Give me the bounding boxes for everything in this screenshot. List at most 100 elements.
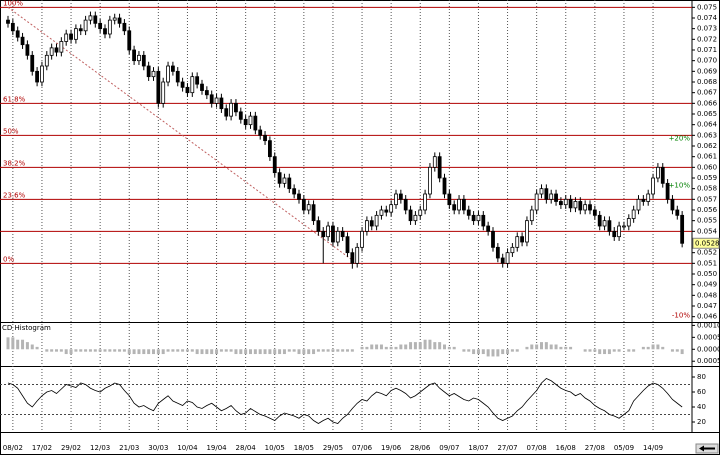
y-tick-label: 0.054	[697, 227, 718, 235]
last-price-box	[692, 237, 720, 249]
candle-body	[306, 204, 311, 211]
histogram-bar	[93, 349, 97, 352]
histogram-bar	[118, 349, 122, 352]
candle-body	[156, 70, 161, 104]
histogram-bar	[583, 349, 587, 352]
scroll-arrows[interactable]	[695, 443, 719, 454]
histogram-bar	[476, 349, 480, 355]
y-tick-label: 40	[697, 403, 706, 411]
candle-body	[432, 156, 437, 168]
y-tick-label: 0.068	[697, 78, 717, 86]
candle-body	[350, 252, 355, 264]
candle-body	[389, 204, 394, 213]
histogram-bar	[35, 346, 39, 350]
candle-body	[539, 188, 544, 195]
histogram-bar	[375, 344, 379, 350]
histogram-bar	[530, 344, 534, 350]
candle-body	[44, 54, 49, 67]
histogram-bar	[156, 349, 160, 355]
histogram-bar	[50, 349, 54, 352]
histogram-bar	[447, 346, 451, 350]
x-tick-label: 17/02	[32, 444, 52, 452]
y-tick-label: 0.071	[697, 46, 717, 54]
candle-body	[573, 201, 578, 209]
histogram-bar	[215, 349, 219, 355]
candle-body	[340, 230, 345, 238]
histogram-bar	[379, 344, 383, 350]
histogram-bar	[617, 349, 621, 352]
candle-body	[122, 22, 127, 32]
candle-body	[612, 230, 617, 238]
fib-level-label: 61.8%	[3, 95, 26, 103]
histogram-bar	[253, 349, 257, 355]
y-tick-label: 0.055	[697, 217, 717, 225]
y-tick-label: 0.056	[697, 206, 718, 214]
histogram-bar	[491, 349, 495, 357]
y-tick-label: 0.075	[697, 3, 717, 11]
histogram-bar	[312, 349, 316, 355]
histogram-bar	[30, 344, 34, 350]
histogram-bar	[161, 349, 165, 355]
candle-body	[335, 230, 340, 243]
y-tick-label: 0.052	[697, 249, 717, 257]
histogram-bar	[326, 349, 330, 352]
candle-body	[355, 246, 360, 264]
histogram-bar	[540, 342, 543, 350]
candle-body	[379, 209, 384, 216]
y-tick-label: 0.073	[697, 25, 717, 33]
candle-body	[78, 28, 83, 32]
candle-body	[326, 225, 331, 238]
candle-body	[374, 214, 379, 227]
y-tick-label: 0.051	[697, 259, 717, 267]
y-tick-label: 0.069	[697, 67, 717, 75]
candle-body	[607, 220, 612, 232]
y-tick-label: 0.072	[697, 35, 717, 43]
y-tick-label: 0.057	[697, 195, 717, 203]
y-tick-label: 0.063	[697, 131, 717, 139]
candle-body	[534, 193, 539, 211]
histogram-bar	[55, 349, 58, 352]
candle-body	[15, 30, 20, 38]
x-tick-label: 18/07	[468, 444, 488, 452]
y-tick-label: 0.066	[697, 99, 718, 107]
histogram-bar	[287, 349, 291, 352]
y-tick-label: 0.074	[697, 14, 718, 22]
candle-body	[151, 70, 156, 78]
candle-body	[59, 41, 64, 53]
candle-body	[74, 28, 78, 40]
histogram-bar	[510, 349, 514, 352]
histogram-bar	[651, 344, 655, 350]
candle-body	[592, 209, 597, 216]
histogram-bar	[132, 349, 136, 355]
candle-body	[360, 230, 364, 248]
candle-body	[20, 36, 25, 46]
candle-body	[35, 70, 39, 83]
candle-body	[597, 214, 602, 227]
x-tick-label: 29/05	[323, 444, 343, 452]
x-tick-label: 07/06	[352, 444, 373, 452]
histogram-bar	[166, 349, 170, 352]
candle-body	[476, 214, 481, 222]
candle-body	[263, 134, 267, 142]
histogram-bar	[593, 349, 597, 352]
candle-body	[636, 198, 641, 211]
histogram-bar	[113, 349, 117, 352]
x-tick-label: 30/03	[148, 444, 168, 452]
y-tick-label: 60	[697, 388, 706, 396]
histogram-bar	[559, 346, 563, 350]
y-tick-label: 0.048	[697, 291, 717, 299]
candle-body	[675, 209, 680, 216]
histogram-bar	[21, 339, 25, 350]
candle-body	[486, 225, 491, 232]
candle-body	[563, 198, 568, 206]
candle-body	[30, 54, 35, 72]
candle-body	[471, 214, 476, 222]
histogram-bar	[297, 349, 301, 355]
histogram-bar	[258, 349, 262, 355]
histogram-bar	[346, 349, 349, 352]
fib-level-label: 38.2%	[3, 159, 26, 167]
histogram-bar	[122, 349, 126, 352]
candle-body	[670, 198, 675, 211]
candle-body	[287, 177, 292, 190]
candle-body	[166, 65, 170, 83]
